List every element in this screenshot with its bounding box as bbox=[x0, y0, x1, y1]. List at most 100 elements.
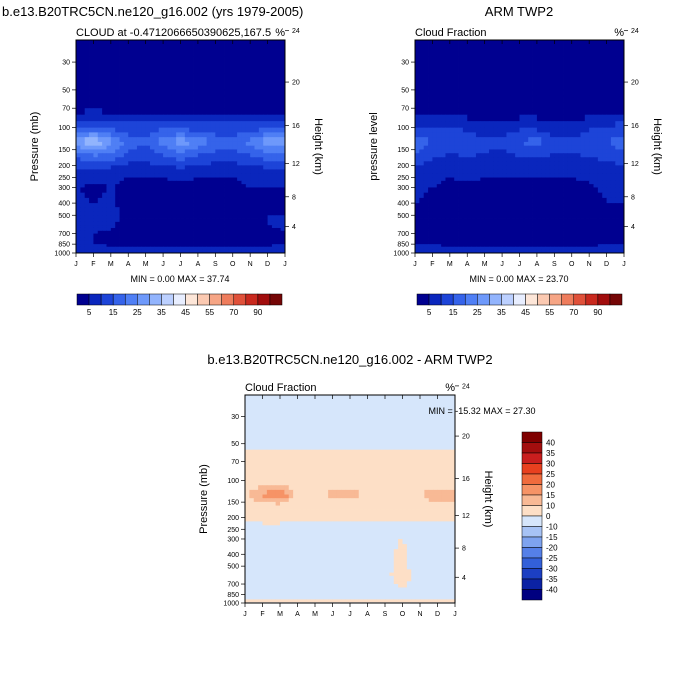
data-cell bbox=[80, 108, 86, 116]
data-cell bbox=[141, 121, 147, 129]
data-cell bbox=[423, 184, 429, 188]
data-cell bbox=[267, 173, 273, 178]
data-cell bbox=[202, 108, 208, 116]
x-tick-label: O bbox=[230, 261, 236, 268]
data-cell bbox=[145, 203, 151, 208]
data-cell bbox=[419, 187, 425, 194]
data-cell bbox=[224, 102, 229, 109]
colorbar-box bbox=[209, 293, 222, 306]
data-cell bbox=[245, 95, 251, 103]
data-cell bbox=[219, 108, 225, 116]
data-cell bbox=[358, 411, 364, 428]
data-cell bbox=[445, 221, 451, 226]
data-cell bbox=[558, 246, 564, 250]
data-cell bbox=[454, 114, 459, 122]
data-cell bbox=[271, 211, 277, 216]
data-cell bbox=[249, 449, 255, 457]
data-cell bbox=[197, 40, 203, 58]
data-cell bbox=[589, 149, 594, 154]
plot-area: J F M A M J J A S O N D J305070100150200250300400500… bbox=[223, 383, 469, 618]
data-cell bbox=[267, 73, 273, 91]
data-cell bbox=[237, 197, 242, 204]
data-cell bbox=[480, 211, 486, 216]
data-cell bbox=[354, 411, 360, 428]
data-cell bbox=[567, 215, 573, 219]
data-cell bbox=[258, 141, 264, 147]
data-cell bbox=[306, 474, 312, 481]
data-cell bbox=[145, 137, 151, 143]
data-cell bbox=[158, 244, 164, 248]
data-cell bbox=[106, 233, 112, 238]
data-cell bbox=[136, 218, 142, 223]
data-cell bbox=[445, 187, 451, 194]
data-cell bbox=[80, 203, 86, 208]
data-cell bbox=[615, 56, 621, 74]
data-cell bbox=[589, 173, 594, 178]
data-cell bbox=[154, 249, 160, 253]
data-cell bbox=[506, 211, 512, 216]
data-cell bbox=[428, 169, 433, 174]
data-cell bbox=[250, 73, 255, 91]
data-cell bbox=[219, 153, 225, 158]
data-cell bbox=[432, 165, 438, 170]
data-cell bbox=[97, 192, 103, 199]
data-cell bbox=[576, 225, 581, 229]
data-cell bbox=[228, 225, 234, 229]
data-cell bbox=[106, 157, 112, 162]
data-cell bbox=[167, 244, 173, 248]
data-cell bbox=[493, 56, 499, 74]
data-cell bbox=[606, 192, 612, 199]
data-cell bbox=[323, 455, 329, 463]
data-cell bbox=[558, 215, 564, 219]
data-cell bbox=[398, 449, 403, 457]
data-cell bbox=[224, 132, 229, 138]
data-cell bbox=[510, 197, 516, 204]
data-cell bbox=[132, 121, 138, 129]
data-cell bbox=[441, 73, 446, 91]
data-cell bbox=[123, 141, 129, 147]
data-cell bbox=[475, 145, 481, 150]
data-cell bbox=[219, 184, 225, 188]
data-cell bbox=[446, 474, 452, 481]
data-cell bbox=[319, 427, 325, 445]
data-cell bbox=[280, 177, 286, 182]
data-cell bbox=[502, 161, 507, 166]
data-cell bbox=[193, 114, 199, 122]
data-cell bbox=[519, 203, 525, 208]
y-tick-label: 50 bbox=[62, 87, 70, 94]
data-cell bbox=[393, 411, 399, 428]
data-cell bbox=[262, 474, 268, 481]
data-cell bbox=[84, 73, 90, 91]
data-cell bbox=[132, 161, 138, 166]
data-cell bbox=[258, 169, 264, 174]
data-cell bbox=[119, 173, 125, 178]
data-cell bbox=[510, 227, 516, 232]
data-cell bbox=[89, 121, 94, 129]
data-cell bbox=[462, 102, 468, 109]
data-cell bbox=[497, 153, 503, 158]
data-cell bbox=[593, 165, 599, 170]
data-cell bbox=[567, 207, 573, 212]
data-cell bbox=[180, 127, 186, 133]
data-cell bbox=[241, 192, 247, 199]
data-cell bbox=[254, 225, 260, 229]
data-cell bbox=[250, 141, 255, 147]
data-cell bbox=[515, 177, 520, 182]
data-cell bbox=[345, 474, 351, 481]
data-cell bbox=[523, 56, 529, 74]
data-cell bbox=[228, 165, 234, 170]
data-cell bbox=[506, 237, 512, 242]
data-cell bbox=[136, 227, 142, 232]
data-cell bbox=[110, 95, 116, 103]
data-cell bbox=[193, 211, 199, 216]
data-cell bbox=[545, 173, 551, 178]
data-cell bbox=[420, 395, 425, 412]
data-cell bbox=[280, 480, 285, 486]
data-cell bbox=[158, 89, 164, 97]
data-cell bbox=[567, 249, 573, 253]
data-cell bbox=[119, 153, 125, 158]
data-cell bbox=[258, 145, 264, 150]
data-cell bbox=[197, 184, 203, 188]
data-cell bbox=[536, 246, 542, 250]
data-cell bbox=[606, 153, 612, 158]
